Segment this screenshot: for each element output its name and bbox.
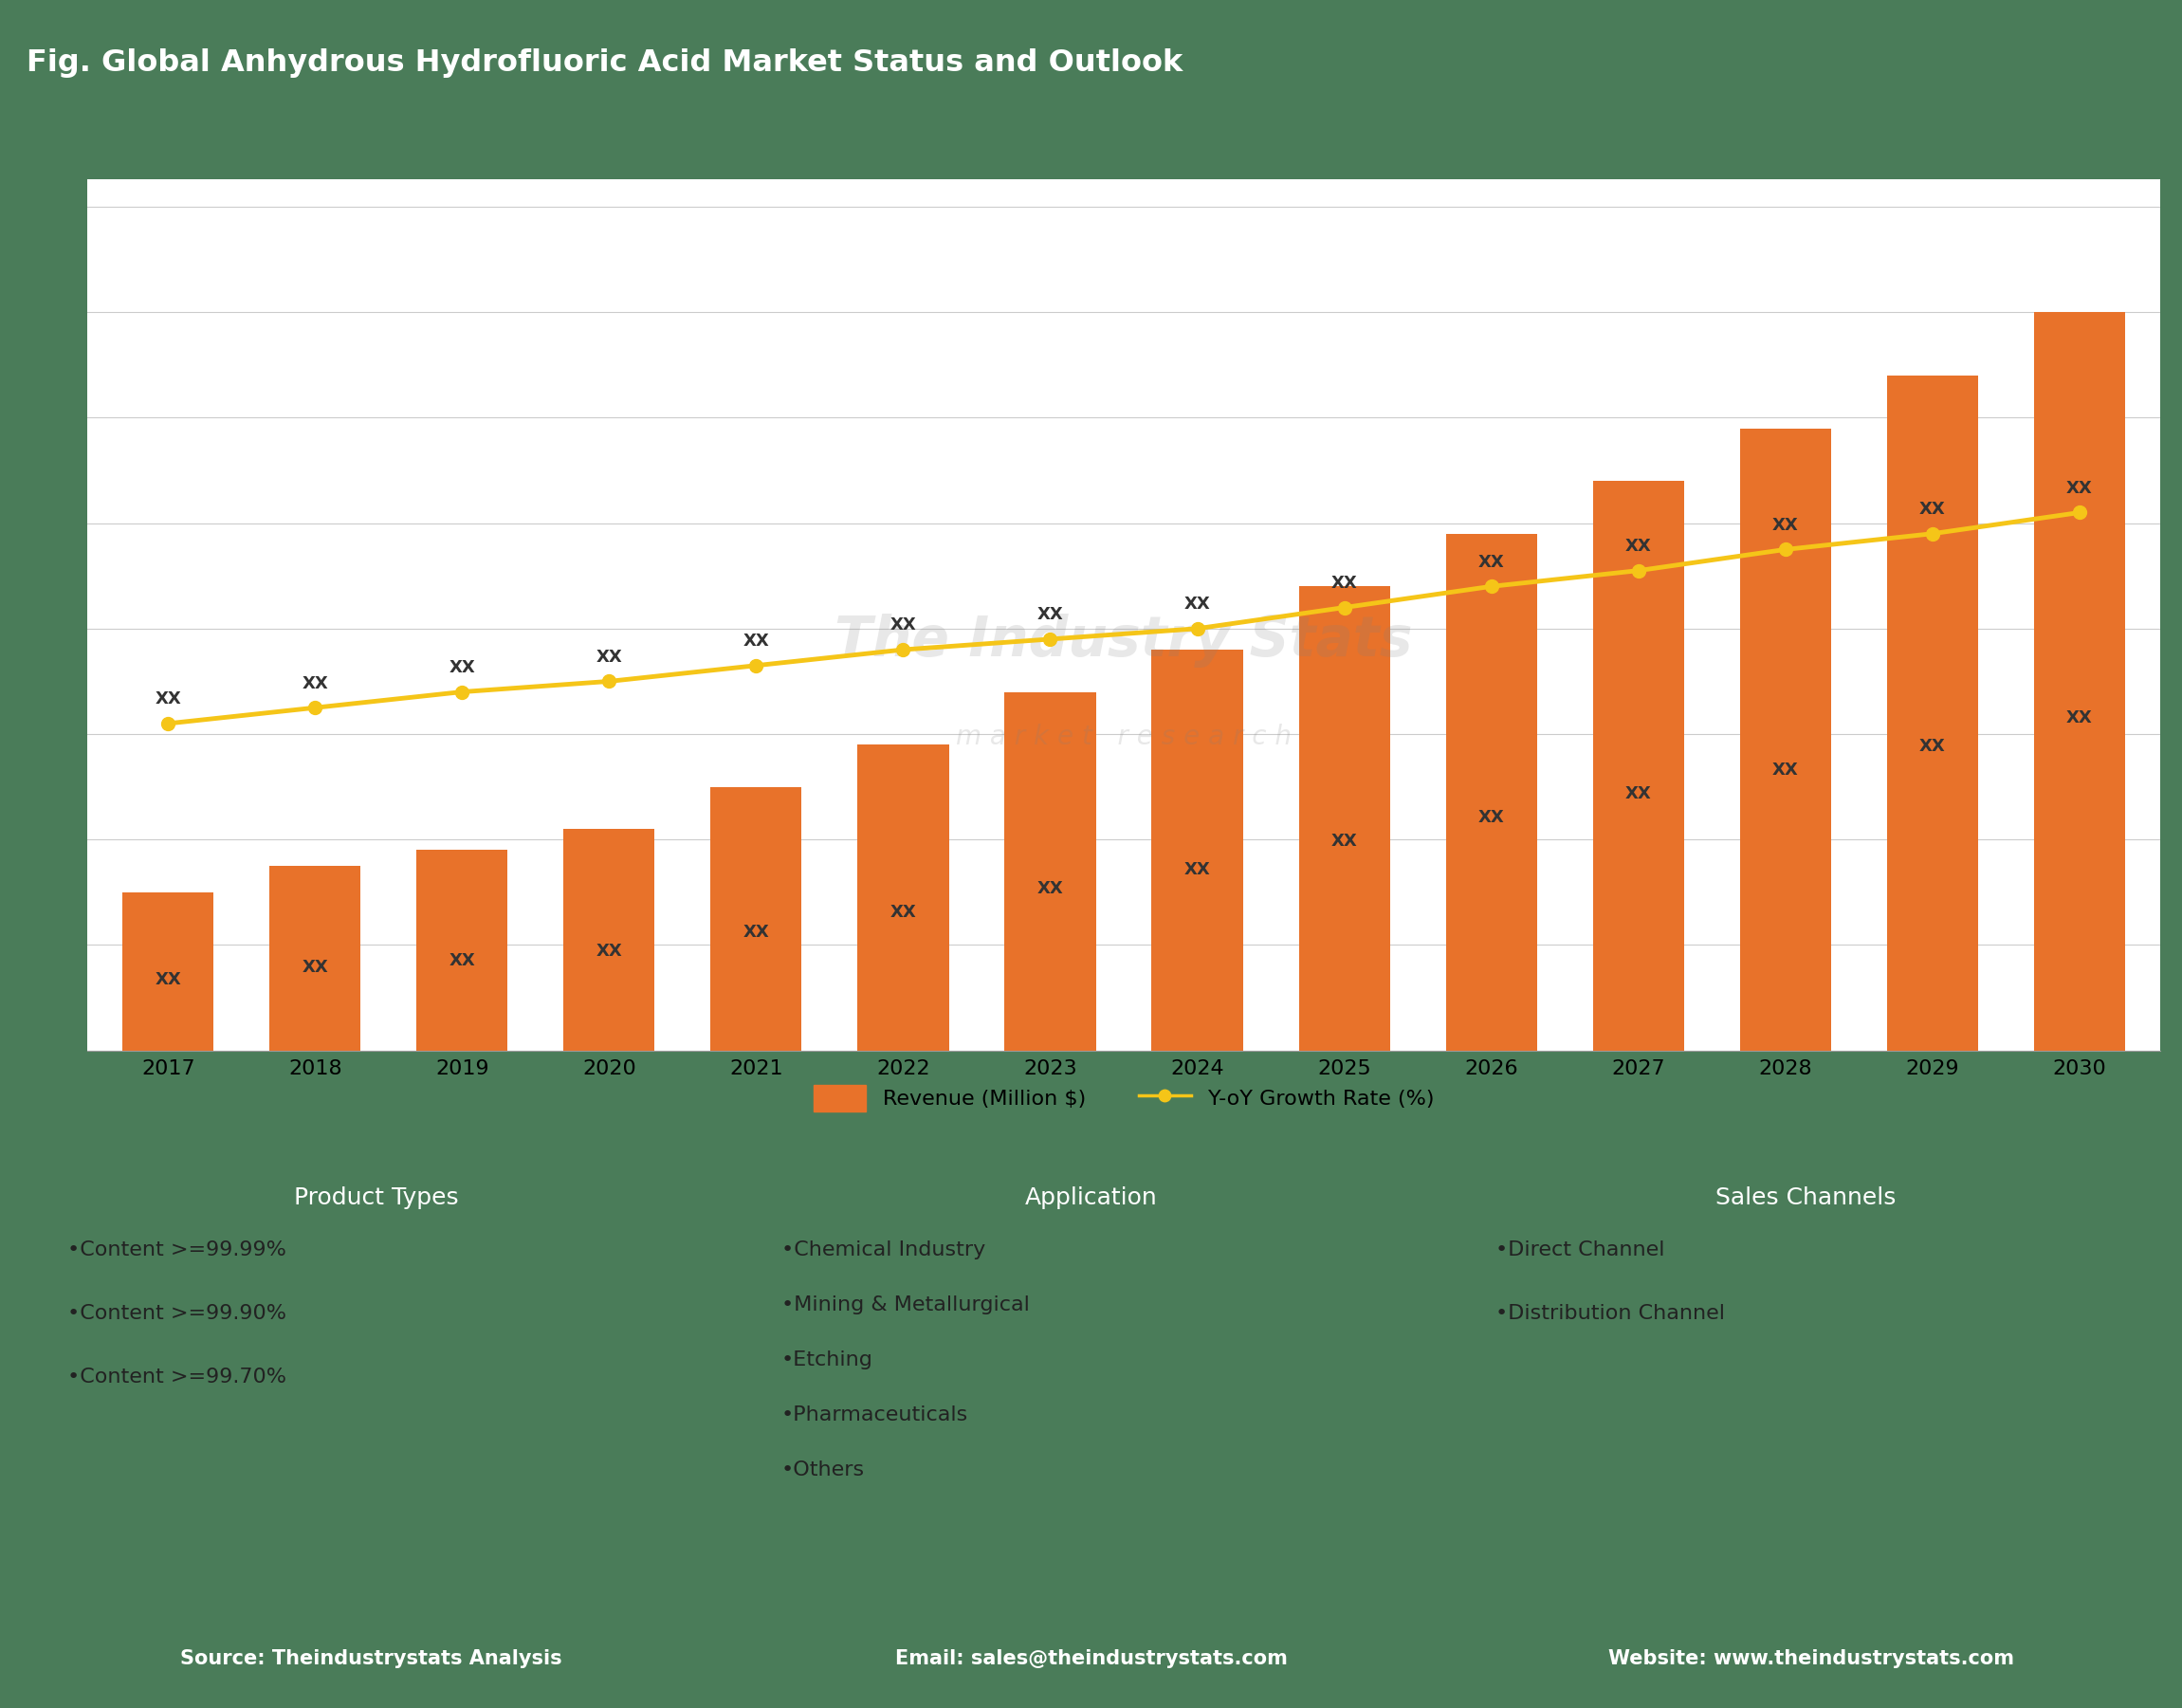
Text: XX: XX bbox=[301, 958, 327, 975]
Bar bbox=[2034, 313, 2125, 1050]
Bar bbox=[1152, 649, 1244, 1050]
Bar bbox=[417, 851, 508, 1050]
Text: XX: XX bbox=[1477, 553, 1503, 570]
Text: •Pharmaceuticals: •Pharmaceuticals bbox=[781, 1406, 969, 1424]
Bar bbox=[1887, 376, 1977, 1050]
Bar bbox=[122, 892, 214, 1050]
Text: •Chemical Industry: •Chemical Industry bbox=[781, 1240, 986, 1259]
Bar bbox=[1739, 429, 1831, 1050]
Text: XX: XX bbox=[2066, 711, 2093, 728]
Text: Product Types: Product Types bbox=[295, 1187, 458, 1209]
Bar bbox=[1447, 533, 1536, 1050]
Text: XX: XX bbox=[1185, 596, 1211, 613]
Text: •Content >=99.70%: •Content >=99.70% bbox=[68, 1366, 286, 1387]
Bar bbox=[1298, 586, 1390, 1050]
Text: XX: XX bbox=[744, 632, 770, 649]
Text: Fig. Global Anhydrous Hydrofluoric Acid Market Status and Outlook: Fig. Global Anhydrous Hydrofluoric Acid … bbox=[26, 48, 1183, 77]
Text: XX: XX bbox=[2066, 480, 2093, 497]
Text: XX: XX bbox=[1331, 574, 1357, 591]
Bar bbox=[711, 787, 801, 1050]
Text: XX: XX bbox=[155, 970, 181, 987]
Text: XX: XX bbox=[449, 659, 476, 676]
Text: XX: XX bbox=[596, 943, 622, 960]
Text: XX: XX bbox=[1036, 606, 1063, 623]
Text: •Mining & Metallurgical: •Mining & Metallurgical bbox=[781, 1295, 1030, 1313]
Text: •Content >=99.90%: •Content >=99.90% bbox=[68, 1303, 286, 1322]
Text: XX: XX bbox=[301, 675, 327, 692]
Text: Application: Application bbox=[1026, 1187, 1156, 1209]
Text: XX: XX bbox=[1772, 516, 1798, 533]
Bar bbox=[271, 866, 360, 1050]
Text: •Etching: •Etching bbox=[781, 1351, 873, 1370]
Text: Source: Theindustrystats Analysis: Source: Theindustrystats Analysis bbox=[181, 1648, 561, 1669]
Text: XX: XX bbox=[1626, 538, 1652, 555]
Text: XX: XX bbox=[596, 649, 622, 666]
Text: Website: www.theindustrystats.com: Website: www.theindustrystats.com bbox=[1608, 1648, 2014, 1669]
Text: XX: XX bbox=[744, 924, 770, 941]
Text: The Industry Stats: The Industry Stats bbox=[836, 613, 1412, 668]
Bar bbox=[563, 828, 655, 1050]
Text: •Content >=99.99%: •Content >=99.99% bbox=[68, 1240, 286, 1259]
Bar bbox=[858, 745, 949, 1050]
Text: XX: XX bbox=[449, 951, 476, 968]
Text: XX: XX bbox=[1477, 810, 1503, 827]
Text: Email: sales@theindustrystats.com: Email: sales@theindustrystats.com bbox=[895, 1648, 1287, 1669]
Text: XX: XX bbox=[1331, 834, 1357, 851]
Text: XX: XX bbox=[1920, 738, 1946, 755]
Text: XX: XX bbox=[1626, 786, 1652, 803]
Bar bbox=[1004, 692, 1095, 1050]
Bar bbox=[1593, 482, 1685, 1050]
Text: Sales Channels: Sales Channels bbox=[1715, 1187, 1896, 1209]
Text: •Others: •Others bbox=[781, 1460, 864, 1479]
Text: XX: XX bbox=[890, 904, 916, 921]
Text: XX: XX bbox=[1185, 861, 1211, 878]
Text: XX: XX bbox=[1036, 881, 1063, 898]
Text: XX: XX bbox=[1772, 762, 1798, 779]
Text: XX: XX bbox=[1920, 500, 1946, 518]
Legend: Revenue (Million $), Y-oY Growth Rate (%): Revenue (Million $), Y-oY Growth Rate (%… bbox=[805, 1078, 1442, 1119]
Text: •Direct Channel: •Direct Channel bbox=[1495, 1240, 1665, 1259]
Text: XX: XX bbox=[890, 617, 916, 634]
Text: XX: XX bbox=[155, 690, 181, 707]
Text: •Distribution Channel: •Distribution Channel bbox=[1495, 1303, 1726, 1322]
Text: m a r k e t   r e s e a r c h: m a r k e t r e s e a r c h bbox=[956, 724, 1292, 750]
